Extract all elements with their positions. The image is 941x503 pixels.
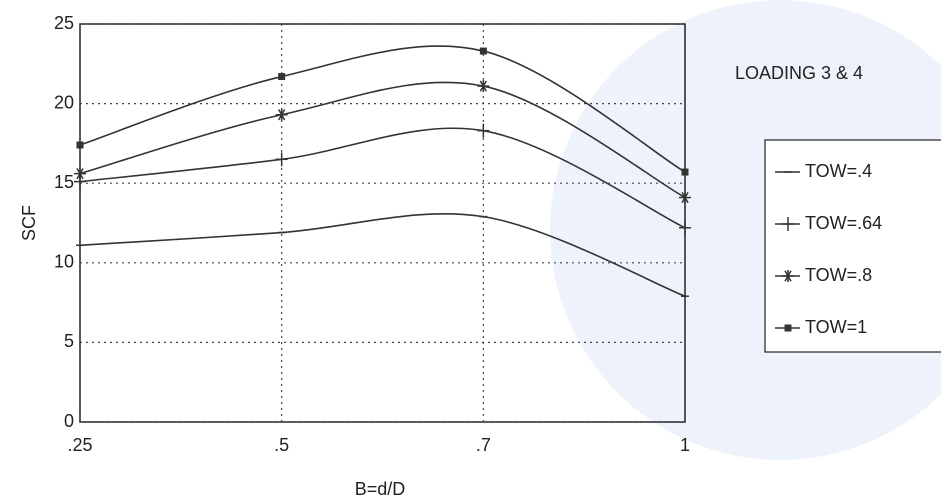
marker bbox=[77, 141, 84, 148]
y-tick-label: 5 bbox=[64, 331, 74, 351]
x-tick-label: .5 bbox=[274, 435, 289, 455]
marker bbox=[74, 168, 86, 180]
marker bbox=[682, 169, 689, 176]
legend-label: TOW=.64 bbox=[805, 213, 882, 233]
annotation: LOADING 3 & 4 bbox=[735, 63, 863, 83]
marker bbox=[785, 325, 792, 332]
marker-part bbox=[682, 169, 689, 176]
marker-part bbox=[480, 48, 487, 55]
y-tick-label: 20 bbox=[54, 92, 74, 112]
x-tick-label: .7 bbox=[476, 435, 491, 455]
marker-part bbox=[278, 73, 285, 80]
marker-part bbox=[77, 141, 84, 148]
marker-part bbox=[785, 325, 792, 332]
chart: LOADING 3 & 4 B=d/D SCF 0 5 10 15 20 25 .25 .5.… bbox=[0, 0, 941, 503]
marker bbox=[278, 73, 285, 80]
legend-label: TOW=1 bbox=[805, 317, 867, 337]
y-tick-label: 10 bbox=[54, 252, 74, 272]
x-axis-label: B=d/D bbox=[355, 479, 406, 499]
y-tick-label: 15 bbox=[54, 172, 74, 192]
legend-label: TOW=.8 bbox=[805, 265, 872, 285]
y-axis-label: SCF bbox=[19, 205, 39, 241]
x-tick-label: 1 bbox=[680, 435, 690, 455]
y-tick-label: 0 bbox=[64, 411, 74, 431]
marker bbox=[480, 48, 487, 55]
marker bbox=[276, 109, 288, 121]
marker bbox=[276, 152, 288, 166]
legend-label: TOW=.4 bbox=[805, 161, 872, 181]
marker bbox=[477, 124, 489, 138]
marker bbox=[477, 80, 489, 92]
x-tick-label: .25 bbox=[67, 435, 92, 455]
y-tick-label: 25 bbox=[54, 13, 74, 33]
